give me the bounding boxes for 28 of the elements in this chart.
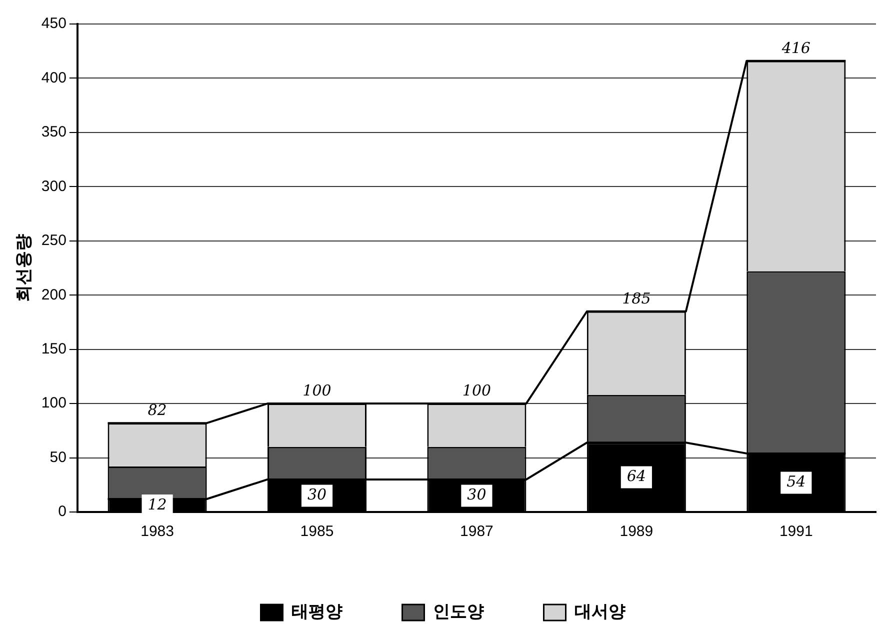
x-tick-label: 1985 [300, 523, 334, 540]
y-tick-label: 50 [50, 448, 66, 466]
legend-label: 태평양 [291, 602, 342, 622]
y-tick-label: 450 [41, 15, 66, 32]
legend-label: 대서양 [574, 602, 626, 622]
x-tick-label: 1989 [620, 523, 654, 540]
y-axis-title: 회선용량 [14, 234, 33, 302]
data-label: 64 [626, 467, 646, 486]
legend-label: 인도양 [432, 602, 484, 622]
x-tick-label: 1991 [779, 523, 813, 540]
y-tick-label: 0 [58, 503, 66, 520]
y-tick-label: 200 [41, 286, 66, 304]
y-tick-label: 150 [41, 340, 66, 358]
total-label: 100 [462, 381, 492, 400]
y-tick-label: 400 [41, 69, 66, 86]
total-label: 416 [780, 38, 811, 57]
total-label: 100 [302, 381, 332, 400]
total-label: 82 [148, 400, 167, 419]
x-tick-label: 1987 [460, 523, 494, 540]
data-label: 54 [786, 472, 806, 491]
x-tick-label: 1983 [140, 523, 174, 540]
data-label: 30 [307, 486, 327, 504]
y-tick-label: 350 [41, 124, 66, 141]
y-tick-label: 300 [41, 178, 66, 195]
data-label: 12 [148, 495, 167, 514]
y-tick-label: 100 [41, 394, 66, 412]
y-tick-label: 250 [41, 232, 66, 250]
data-label: 30 [467, 486, 487, 504]
